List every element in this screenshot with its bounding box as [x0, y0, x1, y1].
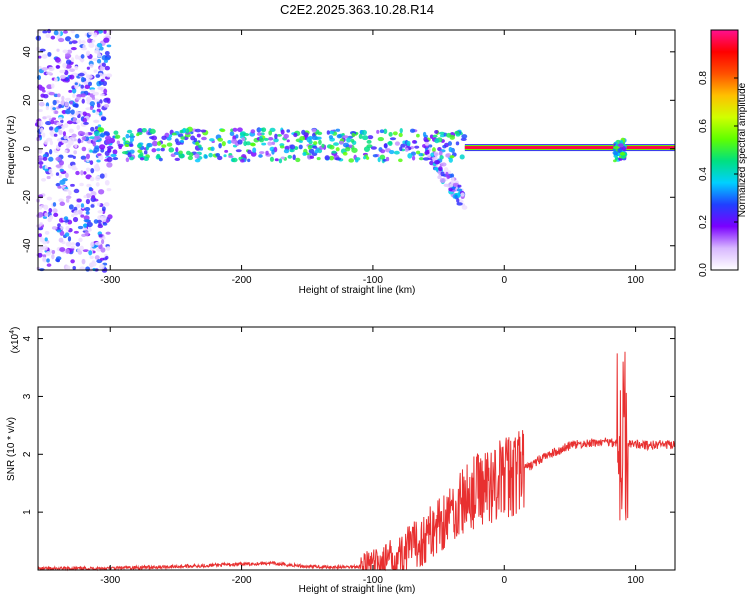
spectrogram-y-tick-label: 20 [22, 94, 33, 106]
spectrogram-y-tick: -40 [22, 238, 675, 253]
spectrogram-y-tick: 0 [22, 146, 675, 152]
heatmap-region-1 [88, 126, 468, 164]
heatmap-region-2 [422, 137, 468, 210]
snr-x-tick: -100 [363, 327, 383, 586]
snr-x-tick-label: 100 [627, 575, 644, 586]
heatmap-region-0 [34, 28, 113, 273]
snr-y-multiplier-exponent: 4 [9, 330, 16, 334]
snr-y-axis-label: SNR (10 * v/v) [6, 417, 17, 481]
spectrogram-x-tick-label: 0 [501, 275, 507, 286]
spectrogram-y-tick-label: 0 [22, 146, 33, 152]
snr-x-tick-label: -200 [232, 575, 252, 586]
spectrogram-x-tick-label: -200 [232, 275, 252, 286]
spectrogram-y-tick-label: -40 [22, 238, 33, 253]
colorbar-tick: 0.0 [698, 263, 738, 277]
spectrogram-x-tick-label: 100 [627, 275, 644, 286]
colorbar-tick-label: 0.2 [698, 215, 709, 229]
colorbar-tick: 0.2 [698, 215, 738, 229]
snr-x-tick: 0 [501, 327, 507, 586]
snr-y-multiplier: (x104) [9, 327, 21, 354]
chart-title: C2E2.2025.363.10.28.R14 [280, 2, 434, 17]
snr-background [38, 327, 675, 570]
colorbar-frame [710, 29, 739, 271]
colorbar: 0.0 0.2 0.4 0.6 0.8 Normalized spectral ampl… [698, 29, 748, 277]
colorbar-tick-label: 0.4 [698, 167, 709, 181]
snr-x-axis-label: Height of straight line (km) [299, 584, 416, 595]
spectrogram-x-tick-label: -300 [100, 275, 120, 286]
spectrogram-x-tick: 0 [501, 30, 507, 286]
spectrogram-x-tick: 100 [627, 30, 644, 286]
colorbar-tick: 0.8 [698, 71, 738, 85]
spectrogram-x-tick: -100 [363, 30, 383, 286]
colorbar-tick-label: 0.6 [698, 119, 709, 133]
spectrogram-y-tick-label: 40 [22, 46, 33, 58]
spectrogram-y-tick: 40 [22, 46, 675, 58]
colorbar-tick: 0.6 [698, 119, 738, 133]
colorbar-tick-label: 0.8 [698, 71, 709, 85]
snr-series-line [37, 351, 676, 572]
snr-frame [37, 326, 676, 571]
spectrogram-x-axis-label: Height of straight line (km) [299, 285, 416, 296]
spectrogram-heatmap [34, 28, 675, 273]
snr-y-tick-label: 1 [22, 509, 33, 515]
spectrogram-frame [37, 29, 676, 271]
snr-x-tick-label: 0 [501, 575, 507, 586]
spectrogram-y-axis-label: Frequency (Hz) [6, 116, 17, 185]
snr-y-tick: 2 [22, 451, 675, 457]
snr-x-tick-label: -100 [363, 575, 383, 586]
spectrogram-x-tick: -300 [100, 30, 121, 286]
colorbar-tick: 0.4 [698, 167, 738, 181]
spectrogram-y-tick: 20 [22, 94, 675, 106]
snr-x-tick: -300 [100, 327, 121, 586]
heatmap-carrier-line [464, 144, 675, 152]
spectrogram-x-tick-label: -100 [363, 275, 383, 286]
spectrogram-y-tick: -20 [22, 190, 675, 205]
snr-x-tick-label: -300 [100, 575, 120, 586]
snr-y-tick: 3 [22, 393, 675, 399]
heatmap-region-4 [612, 137, 628, 163]
colorbar-ticks: 0.0 0.2 0.4 0.6 0.8 [698, 71, 738, 277]
snr-y-tick-label: 2 [22, 451, 33, 457]
snr-y-multiplier-close: ) [10, 327, 21, 330]
snr-y-multiplier-base: (x10 [10, 333, 21, 353]
colorbar-gradient [711, 30, 738, 270]
snr-y-tick-label: 4 [22, 335, 33, 341]
snr-y-tick-label: 3 [22, 393, 33, 399]
snr-x-tick: -200 [232, 327, 252, 586]
colorbar-label: Normalized spectral amplitude [737, 82, 748, 217]
spectrogram-y-tick-label: -20 [22, 190, 33, 205]
snr-panel: -300 -200 -100 0 100 1 2 3 4 Height of straight … [6, 326, 676, 595]
snr-x-tick: 100 [627, 327, 644, 586]
spectrogram-x-tick: -200 [232, 30, 252, 286]
snr-y-tick: 1 [22, 509, 675, 515]
colorbar-tick-label: 0.0 [698, 263, 709, 277]
snr-ticks: -300 -200 -100 0 100 1 2 3 4 [22, 327, 675, 586]
snr-y-tick: 4 [22, 335, 675, 341]
